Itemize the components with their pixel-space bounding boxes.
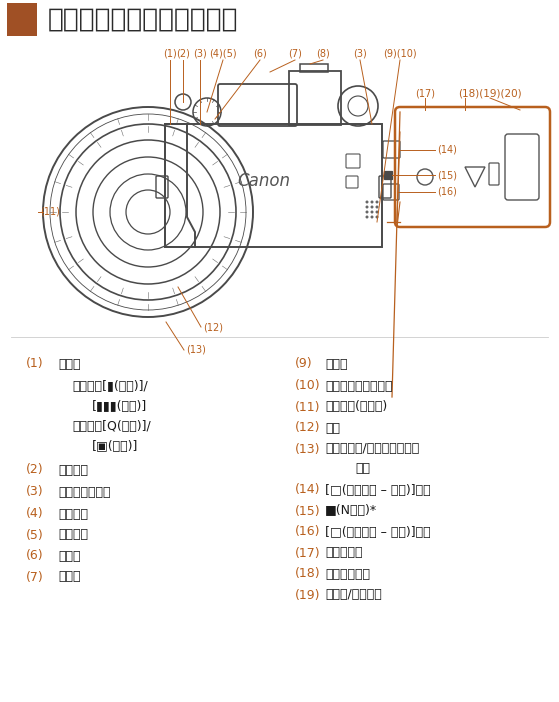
Text: 部位: 部位 <box>355 463 370 475</box>
Text: (11): (11) <box>40 207 60 217</box>
Text: (4): (4) <box>26 508 44 520</box>
Text: (18): (18) <box>295 567 321 581</box>
FancyBboxPatch shape <box>7 3 37 36</box>
Text: (18)(19)(20): (18)(19)(20) <box>458 89 522 99</box>
Text: [□(构图辅助 – 锁定)]按钮: [□(构图辅助 – 锁定)]按钮 <box>325 526 430 538</box>
Text: (12): (12) <box>295 421 320 435</box>
Text: (1): (1) <box>163 49 177 59</box>
Text: (14): (14) <box>437 145 457 155</box>
Text: (1): (1) <box>26 357 44 371</box>
Text: 镜头: 镜头 <box>325 421 340 435</box>
Text: (13): (13) <box>186 345 206 355</box>
Text: (9)(10): (9)(10) <box>383 49 417 59</box>
Text: (12): (12) <box>203 322 223 332</box>
Text: 变焦杆: 变焦杆 <box>58 357 80 371</box>
Circle shape <box>371 206 373 208</box>
Text: 闪光灯: 闪光灯 <box>58 550 80 562</box>
Circle shape <box>371 211 373 213</box>
FancyBboxPatch shape <box>384 171 392 179</box>
Circle shape <box>366 216 368 218</box>
Text: (8): (8) <box>316 49 330 59</box>
Text: (3): (3) <box>193 49 207 59</box>
Text: 扬声器: 扬声器 <box>325 357 348 371</box>
Text: 播放时：[Q(放大)]/: 播放时：[Q(放大)]/ <box>72 420 151 434</box>
Circle shape <box>376 216 378 218</box>
Text: 相机带安装部位: 相机带安装部位 <box>58 486 111 498</box>
Text: Canon: Canon <box>237 171 290 190</box>
Text: (17): (17) <box>415 89 435 99</box>
Text: 部件名称及本指南编辑常规: 部件名称及本指南编辑常规 <box>48 6 238 32</box>
Text: 三脚架插孔: 三脚架插孔 <box>325 546 362 559</box>
Circle shape <box>366 211 368 213</box>
Text: (10): (10) <box>295 380 321 392</box>
Text: (9): (9) <box>295 357 312 371</box>
Text: ■(N标记)*: ■(N标记)* <box>325 505 377 517</box>
Text: (11): (11) <box>295 401 320 413</box>
Text: (5): (5) <box>26 529 44 541</box>
Text: 拍摄时：[▮(长焦)]/: 拍摄时：[▮(长焦)]/ <box>72 380 148 394</box>
Text: 模式转盘: 模式转盘 <box>58 529 88 541</box>
Text: 镜头遮光罩/滤镜转换器安装: 镜头遮光罩/滤镜转换器安装 <box>325 442 419 456</box>
Text: 解除锁定开关: 解除锁定开关 <box>325 567 370 581</box>
Text: [▣(索引)]: [▣(索引)] <box>92 440 139 453</box>
Text: (17): (17) <box>295 546 321 559</box>
Text: (6): (6) <box>253 49 267 59</box>
Text: (16): (16) <box>437 187 457 197</box>
Text: (2): (2) <box>26 463 44 477</box>
Text: (3): (3) <box>26 486 44 498</box>
Text: (19): (19) <box>295 588 320 602</box>
Text: (7): (7) <box>288 49 302 59</box>
Text: (14): (14) <box>295 484 320 496</box>
Circle shape <box>376 201 378 204</box>
Circle shape <box>376 206 378 208</box>
Circle shape <box>376 211 378 213</box>
Text: (6): (6) <box>26 550 44 562</box>
Text: (15): (15) <box>437 170 457 180</box>
Text: (13): (13) <box>295 442 320 456</box>
Text: (4)(5): (4)(5) <box>209 49 237 59</box>
Text: 麦克风: 麦克风 <box>58 571 80 583</box>
Text: 焦距标记(近似值): 焦距标记(近似值) <box>325 401 387 413</box>
Text: 快门按钮: 快门按钮 <box>58 463 88 477</box>
Text: 存储卡/电池仓盖: 存储卡/电池仓盖 <box>325 588 382 602</box>
Circle shape <box>366 201 368 204</box>
Text: 外接麦克风输入端子: 外接麦克风输入端子 <box>325 380 392 392</box>
Text: (15): (15) <box>295 505 321 517</box>
Text: [□(构图辅助 – 查找)]按钮: [□(构图辅助 – 查找)]按钮 <box>325 484 430 496</box>
Text: (16): (16) <box>295 526 320 538</box>
Text: [▮▮▮(广角)]: [▮▮▮(广角)] <box>92 401 147 413</box>
Circle shape <box>371 201 373 204</box>
Text: (7): (7) <box>26 571 44 583</box>
Circle shape <box>371 216 373 218</box>
Text: 电子转盘: 电子转盘 <box>58 508 88 520</box>
Circle shape <box>366 206 368 208</box>
Text: (3): (3) <box>353 49 367 59</box>
Text: (2): (2) <box>176 49 190 59</box>
